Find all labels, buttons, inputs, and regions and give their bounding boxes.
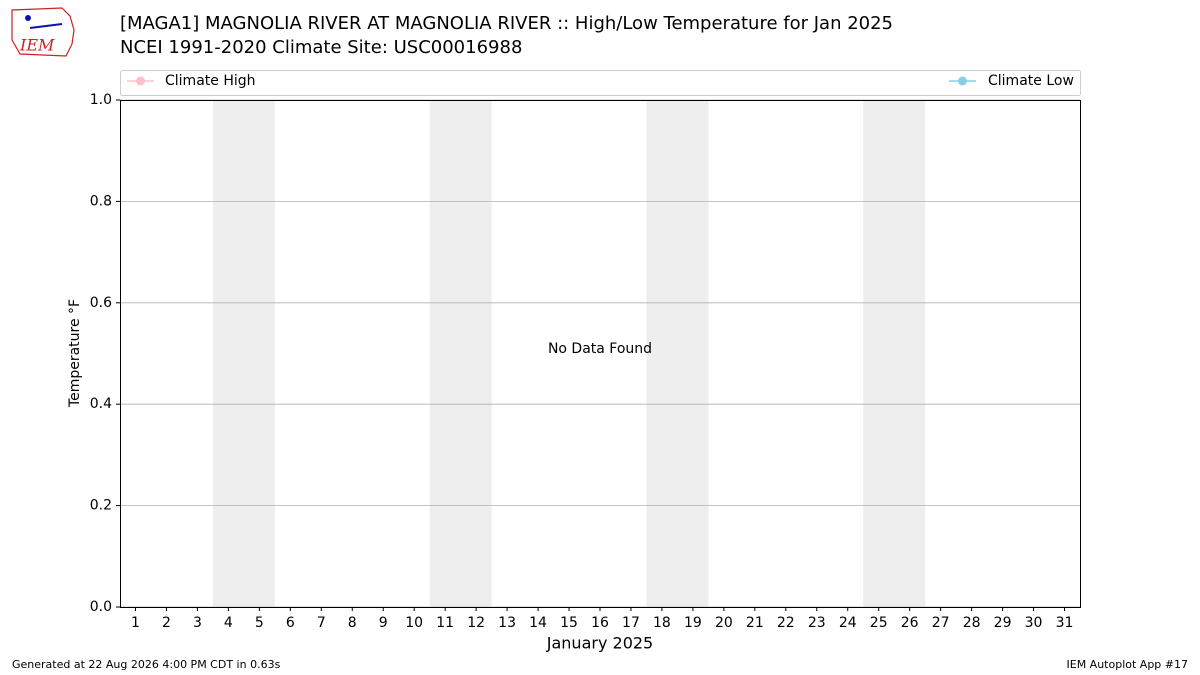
weekend-band (863, 100, 926, 607)
x-tick-label: 1 (131, 615, 140, 631)
y-tick-label: 0.4 (90, 396, 112, 412)
chart-subtitle: NCEI 1991-2020 Climate Site: USC00016988 (120, 37, 522, 58)
logo: IEM (11, 7, 75, 57)
logo-text: IEM (19, 36, 55, 55)
x-tick-label: 19 (684, 615, 702, 631)
logo-icon (29, 23, 63, 29)
x-axis-label: January 2025 (546, 634, 653, 653)
x-tick-label: 22 (777, 615, 795, 631)
x-tick-label: 17 (622, 615, 640, 631)
x-tick-label: 27 (932, 615, 950, 631)
legend-label: Climate High (165, 73, 256, 89)
x-tick-label: 15 (560, 615, 578, 631)
x-tick-label: 5 (255, 615, 264, 631)
legend-marker (136, 76, 145, 86)
footer-left: Generated at 22 Aug 2026 4:00 PM CDT in … (12, 658, 281, 671)
x-tick-label: 4 (224, 615, 233, 631)
x-tick-label: 8 (348, 615, 357, 631)
x-tick-label: 21 (746, 615, 764, 631)
x-tick-label: 28 (963, 615, 981, 631)
x-tick-label: 23 (808, 615, 826, 631)
weekend-band (212, 100, 275, 607)
x-tick-label: 6 (286, 615, 295, 631)
x-tick-label: 24 (839, 615, 857, 631)
x-tick-label: 16 (591, 615, 609, 631)
weekend-band (646, 100, 709, 607)
x-tick-label: 25 (870, 615, 888, 631)
x-tick-label: 2 (162, 615, 171, 631)
x-tick-label: 14 (529, 615, 547, 631)
x-tick-label: 11 (436, 615, 454, 631)
y-tick-label: 0.0 (90, 599, 112, 615)
y-tick-label: 0.8 (90, 193, 112, 209)
x-tick-label: 20 (715, 615, 733, 631)
y-tick-label: 1.0 (90, 92, 112, 108)
annotation: No Data Found (548, 341, 652, 357)
x-tick-label: 10 (405, 615, 423, 631)
y-tick-label: 0.2 (90, 498, 112, 514)
y-tick-label: 0.6 (90, 295, 112, 311)
x-tick-label: 12 (467, 615, 485, 631)
legend (120, 70, 1081, 96)
x-tick-label: 26 (901, 615, 919, 631)
footer-right: IEM Autoplot App #17 (1067, 658, 1189, 671)
x-tick-label: 30 (1025, 615, 1043, 631)
x-tick-label: 13 (498, 615, 516, 631)
legend-marker (958, 76, 967, 86)
x-tick-label: 18 (653, 615, 671, 631)
x-tick-label: 29 (994, 615, 1012, 631)
legend-label: Climate Low (988, 73, 1074, 89)
logo-icon (25, 15, 31, 21)
weekend-band (429, 100, 492, 607)
x-tick-label: 31 (1056, 615, 1074, 631)
chart-title: [MAGA1] MAGNOLIA RIVER AT MAGNOLIA RIVER… (120, 13, 893, 34)
x-tick-label: 9 (379, 615, 388, 631)
x-tick-label: 7 (317, 615, 326, 631)
x-tick-label: 3 (193, 615, 202, 631)
y-axis-label: Temperature °F (67, 299, 83, 408)
